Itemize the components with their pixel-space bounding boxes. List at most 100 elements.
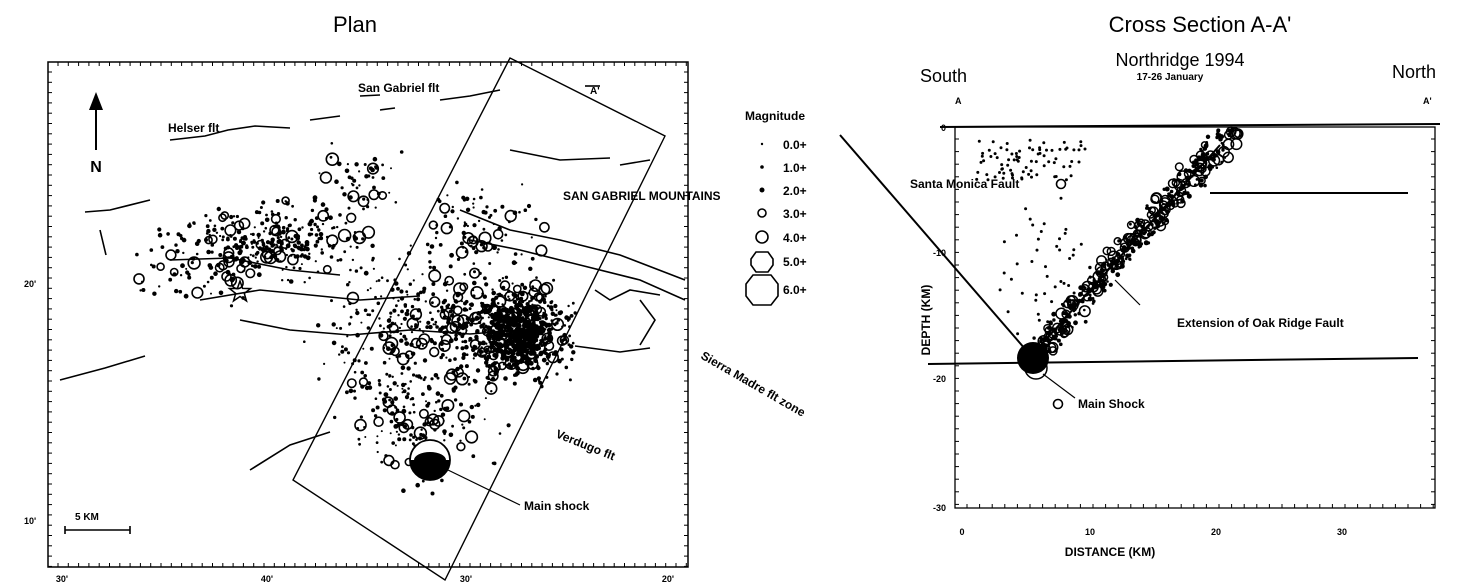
hypocenter-dot — [975, 177, 979, 181]
epicenter-dot — [392, 297, 395, 300]
hypocenter-dot — [1034, 298, 1038, 302]
epicenter-dot — [456, 257, 461, 261]
epicenter-circle — [366, 162, 380, 175]
hypocenter-dot — [991, 140, 995, 144]
epicenter-dot — [256, 272, 262, 278]
epicenter-dot — [355, 186, 359, 190]
epicenter-dot — [406, 293, 409, 296]
epicenter-dot — [555, 309, 558, 312]
epicenter-dot — [362, 207, 365, 211]
epicenter-dot — [478, 349, 484, 355]
epicenter-circle — [382, 396, 395, 409]
epicenter-dot — [467, 420, 472, 424]
legend-symbol-3 — [757, 208, 767, 218]
epicenter-dot — [543, 336, 548, 341]
hypocenter-dot — [999, 146, 1003, 150]
epicenter-dot — [320, 251, 325, 255]
epicenter-dot — [468, 307, 472, 311]
epicenter-circle — [483, 345, 492, 355]
north-label: N — [90, 159, 102, 176]
epicenter-dot — [482, 322, 486, 326]
epicenter-circle — [384, 336, 399, 351]
epicenter-dot — [472, 357, 475, 360]
epicenter-circle — [217, 260, 229, 271]
hypocenter-dot — [1045, 148, 1048, 152]
epicenter-dot — [498, 432, 502, 435]
epicenter-dot — [453, 357, 457, 361]
epicenter-dot — [428, 265, 432, 269]
epicenter-circle — [497, 361, 507, 371]
epicenter-dot — [466, 224, 469, 228]
epicenter-circle — [428, 269, 442, 283]
epicenter-dot — [343, 347, 348, 352]
hypocenter-circle — [1167, 178, 1178, 189]
section-ytick-3: -30 — [933, 503, 946, 513]
epicenter-dot — [367, 174, 371, 178]
epicenter-dot — [416, 292, 420, 296]
epicenter-dot — [370, 167, 375, 173]
epicenter-dot — [434, 320, 438, 324]
epicenter-dot — [316, 225, 319, 229]
epicenter-circle — [287, 253, 299, 266]
epicenter-dot — [190, 261, 194, 265]
hypocenter-circle — [1176, 170, 1189, 183]
hypocenter-dot — [1064, 227, 1068, 231]
hypocenter-dot — [1062, 281, 1066, 285]
epicenter-circle — [208, 234, 218, 245]
epicenter-dot — [285, 253, 288, 257]
epicenter-dot — [287, 236, 291, 240]
epicenter-dot — [395, 424, 399, 428]
hypocenter-dot — [1015, 155, 1019, 158]
legend-item-6: 6.0+ — [783, 283, 807, 297]
epicenter-dot — [415, 438, 418, 442]
epicenter-dot — [179, 234, 183, 238]
epicenter-dot — [482, 227, 486, 231]
hypocenter-circle — [1160, 194, 1171, 205]
epicenter-dot — [348, 195, 353, 200]
epicenter-dot — [397, 433, 401, 436]
epicenter-dot — [232, 236, 237, 241]
epicenter-circle — [535, 293, 545, 303]
epicenter-dot — [141, 288, 146, 292]
epicenter-circle — [456, 442, 466, 452]
epicenter-dot — [492, 352, 498, 358]
epicenter-circle — [393, 411, 406, 424]
hypocenter-dot — [1020, 291, 1024, 295]
epicenter-dot — [379, 324, 382, 328]
epicenter-circle — [465, 430, 479, 444]
santa-monica-label: Santa Monica Fault — [910, 177, 1019, 191]
epicenter-circle — [535, 244, 548, 257]
hypocenter-dot — [982, 159, 986, 163]
hypocenter-dot — [1052, 318, 1056, 322]
hypocenter-dot — [1068, 164, 1072, 168]
hypocenter-dot — [1032, 336, 1036, 340]
epicenter-dot — [344, 168, 350, 174]
surface-line — [939, 123, 1441, 128]
epicenter-dot — [346, 163, 349, 166]
epicenter-dot — [430, 377, 434, 381]
hypocenter-dot — [1000, 167, 1004, 171]
hypocenter-dot — [1042, 141, 1046, 145]
epicenter-dot — [369, 346, 374, 351]
epicenter-dot — [397, 314, 400, 317]
epicenter-dot — [332, 226, 336, 230]
epicenter-dot — [392, 308, 397, 313]
epicenter-dot — [504, 233, 508, 237]
epicenter-dot — [542, 300, 547, 305]
hypocenter-dot — [1063, 231, 1067, 235]
hypocenter-dot — [1052, 161, 1056, 165]
epicenter-dot — [543, 352, 546, 355]
hypocenter-circle — [1187, 174, 1201, 188]
epicenter-dot — [297, 227, 302, 232]
epicenter-dot — [451, 387, 456, 391]
hypocenter-circle — [1044, 326, 1054, 336]
epicenter-dot — [250, 242, 253, 245]
epicenter-dot — [219, 234, 222, 238]
epicenter-dot — [288, 279, 294, 284]
epicenter-dot — [544, 316, 548, 321]
epicenter-dot — [399, 338, 404, 343]
hypocenter-dot — [1125, 253, 1130, 259]
epicenter-circle — [322, 264, 332, 274]
epicenter-dot — [402, 334, 407, 339]
epicenter-dot — [479, 195, 483, 200]
